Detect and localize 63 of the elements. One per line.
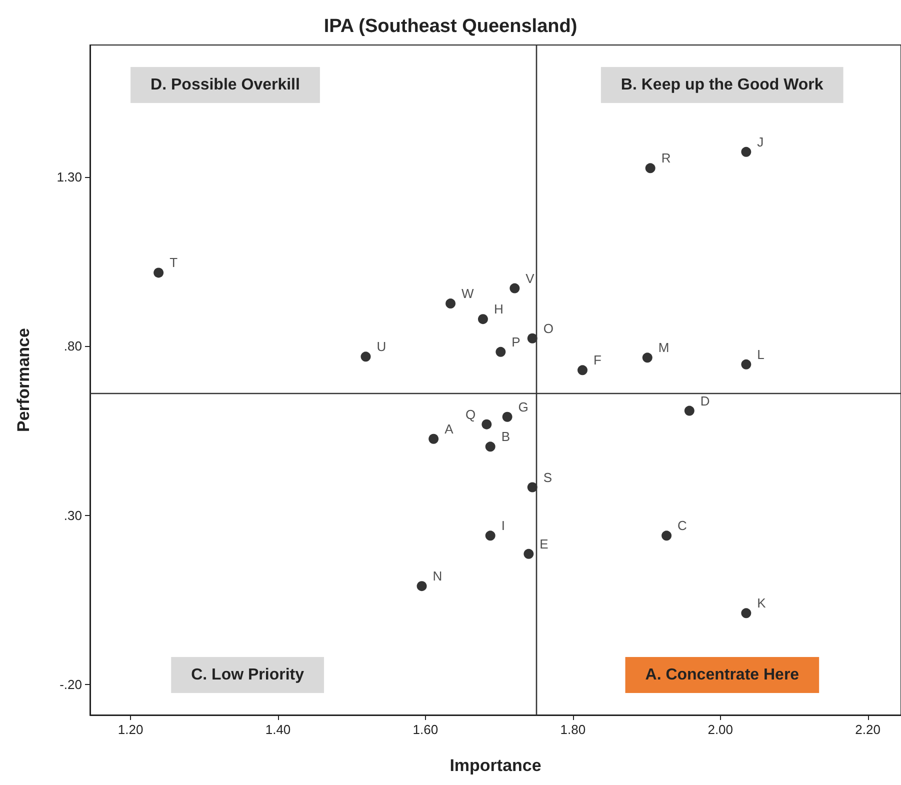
- data-label: O: [543, 320, 554, 336]
- point: [428, 434, 439, 444]
- point: [360, 352, 371, 362]
- point: [154, 268, 164, 278]
- point: [510, 283, 520, 294]
- data-label: F: [594, 352, 602, 368]
- data-label: R: [661, 150, 671, 166]
- annotation: A. Concentrate Here: [645, 666, 800, 684]
- data-label: Q: [466, 406, 476, 422]
- y-tick-label: .80: [64, 338, 82, 354]
- annotation: B. Keep up the Good Work: [620, 76, 824, 94]
- data-label: P: [512, 334, 520, 350]
- point: [527, 333, 538, 344]
- y-tick-label: 1.30: [56, 169, 82, 184]
- point: [645, 163, 656, 174]
- point: [485, 442, 496, 452]
- data-label: B: [501, 429, 510, 444]
- point: [662, 530, 672, 541]
- x-tick-label: 1.20: [118, 722, 144, 737]
- y-tick-label: .30: [64, 508, 82, 523]
- y-axis-title: Performance: [14, 328, 33, 432]
- data-label: N: [432, 568, 442, 584]
- data-label: V: [526, 270, 535, 286]
- point: [684, 406, 694, 416]
- point: [578, 365, 588, 376]
- point: [482, 419, 492, 430]
- data-label: G: [518, 399, 528, 414]
- data-label: C: [678, 518, 687, 534]
- x-tick-label: 2.20: [855, 722, 880, 737]
- x-tick-label: 2.00: [708, 722, 734, 737]
- data-label: L: [757, 346, 764, 362]
- point: [524, 548, 534, 559]
- point: [446, 298, 456, 309]
- point: [485, 530, 496, 541]
- point: [478, 314, 488, 324]
- annotation: D. Possible Overkill: [150, 76, 300, 94]
- data-label: J: [757, 134, 764, 150]
- data-label: U: [376, 339, 386, 354]
- point: [502, 412, 512, 422]
- point: [642, 352, 652, 363]
- data-label: M: [658, 340, 670, 356]
- data-label: S: [543, 470, 552, 485]
- data-label: H: [494, 302, 504, 317]
- data-label: E: [540, 536, 549, 552]
- data-label: K: [757, 596, 766, 611]
- x-axis-title: Importance: [450, 756, 542, 775]
- data-label: A: [444, 421, 454, 436]
- data-label: I: [501, 518, 505, 534]
- data-label: W: [462, 286, 475, 302]
- point: [741, 608, 752, 618]
- point: [416, 581, 427, 592]
- data-label: D: [700, 393, 710, 408]
- y-tick-label: -.20: [60, 677, 82, 692]
- point: [741, 359, 752, 370]
- point: [527, 482, 538, 492]
- chart-title: IPA (Southeast Queensland): [324, 16, 578, 37]
- x-tick-label: 1.80: [560, 722, 586, 737]
- point: [496, 346, 506, 357]
- x-tick-label: 1.40: [265, 722, 291, 737]
- data-label: T: [170, 255, 178, 270]
- annotation: C. Low Priority: [191, 666, 304, 684]
- point: [741, 146, 752, 157]
- x-tick-label: 1.60: [412, 722, 438, 737]
